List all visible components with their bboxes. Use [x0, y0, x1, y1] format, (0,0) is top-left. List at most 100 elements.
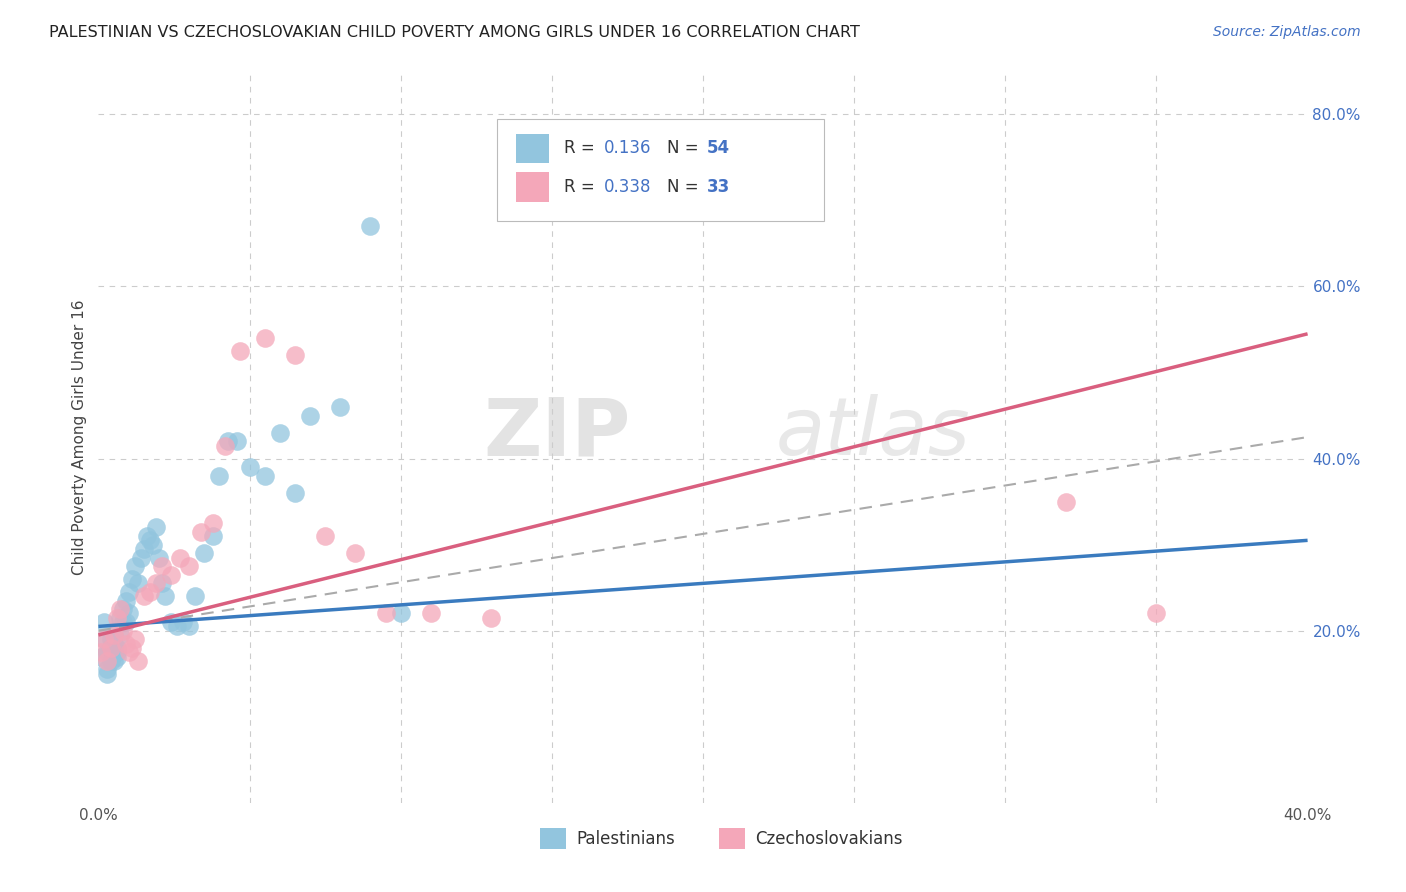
Point — [127, 576, 149, 591]
FancyBboxPatch shape — [516, 172, 550, 202]
Point — [344, 546, 367, 560]
FancyBboxPatch shape — [498, 119, 824, 221]
Text: 0.338: 0.338 — [603, 178, 651, 196]
Point — [160, 615, 183, 629]
Point — [114, 637, 136, 651]
Point — [193, 546, 215, 560]
Point — [329, 400, 352, 414]
Point — [103, 654, 125, 668]
FancyBboxPatch shape — [718, 829, 745, 849]
Point — [105, 649, 128, 664]
Point — [96, 666, 118, 681]
Point — [184, 589, 207, 603]
Point — [360, 219, 382, 234]
Point — [100, 640, 122, 655]
Point — [190, 524, 212, 539]
Point — [139, 533, 162, 548]
Text: 0.136: 0.136 — [603, 139, 651, 157]
Point — [1144, 607, 1167, 621]
Point — [135, 529, 157, 543]
Point — [253, 468, 276, 483]
FancyBboxPatch shape — [516, 134, 550, 163]
Point — [229, 344, 252, 359]
Point — [253, 331, 276, 345]
Point — [169, 550, 191, 565]
Point — [148, 550, 170, 565]
Point — [114, 615, 136, 629]
Point — [132, 589, 155, 603]
Point — [145, 576, 167, 591]
Point — [118, 645, 141, 659]
Point — [299, 409, 322, 423]
Point — [481, 611, 503, 625]
Point — [202, 529, 225, 543]
Point — [121, 640, 143, 655]
Point — [374, 607, 396, 621]
Point — [103, 637, 125, 651]
Point — [1054, 494, 1077, 508]
Point — [217, 434, 239, 449]
Point — [111, 602, 134, 616]
Point — [284, 486, 307, 500]
Point — [118, 607, 141, 621]
Point — [114, 593, 136, 607]
Point — [160, 567, 183, 582]
Point — [105, 640, 128, 655]
Point — [108, 628, 131, 642]
Point — [139, 585, 162, 599]
Point — [96, 645, 118, 659]
Point — [93, 632, 115, 647]
Point — [179, 559, 201, 574]
Point — [208, 468, 231, 483]
Point — [127, 654, 149, 668]
Text: Czechoslovakians: Czechoslovakians — [755, 830, 903, 847]
Point — [108, 602, 131, 616]
Point — [142, 538, 165, 552]
Point — [239, 460, 262, 475]
Point — [153, 589, 176, 603]
Point — [108, 611, 131, 625]
Point — [105, 611, 128, 625]
Point — [90, 649, 112, 664]
Point — [100, 654, 122, 668]
Point — [118, 585, 141, 599]
Text: N =: N = — [666, 178, 703, 196]
Text: Source: ZipAtlas.com: Source: ZipAtlas.com — [1213, 25, 1361, 39]
Point — [172, 615, 194, 629]
Text: R =: R = — [564, 139, 600, 157]
Point — [103, 628, 125, 642]
Text: R =: R = — [564, 178, 600, 196]
Text: ZIP: ZIP — [484, 394, 630, 473]
Point — [103, 645, 125, 659]
Point — [96, 654, 118, 668]
Point — [121, 572, 143, 586]
Point — [150, 576, 173, 591]
Point — [105, 645, 128, 659]
Point — [150, 559, 173, 574]
Point — [93, 632, 115, 647]
Point — [96, 662, 118, 676]
Point — [202, 516, 225, 530]
Y-axis label: Child Poverty Among Girls Under 16: Child Poverty Among Girls Under 16 — [72, 300, 87, 574]
Point — [111, 624, 134, 638]
Point — [166, 619, 188, 633]
Point — [145, 520, 167, 534]
Point — [100, 640, 122, 655]
Text: 33: 33 — [707, 178, 730, 196]
Point — [93, 615, 115, 629]
Point — [314, 529, 336, 543]
Point — [179, 619, 201, 633]
Point — [124, 632, 146, 647]
Point — [132, 541, 155, 556]
Point — [100, 632, 122, 647]
Point — [420, 607, 443, 621]
Point — [284, 348, 307, 362]
Text: N =: N = — [666, 139, 703, 157]
Point — [103, 628, 125, 642]
Point — [124, 559, 146, 574]
Text: atlas: atlas — [776, 394, 970, 473]
Point — [129, 550, 152, 565]
Text: 54: 54 — [707, 139, 730, 157]
Point — [214, 439, 236, 453]
Point — [389, 607, 412, 621]
